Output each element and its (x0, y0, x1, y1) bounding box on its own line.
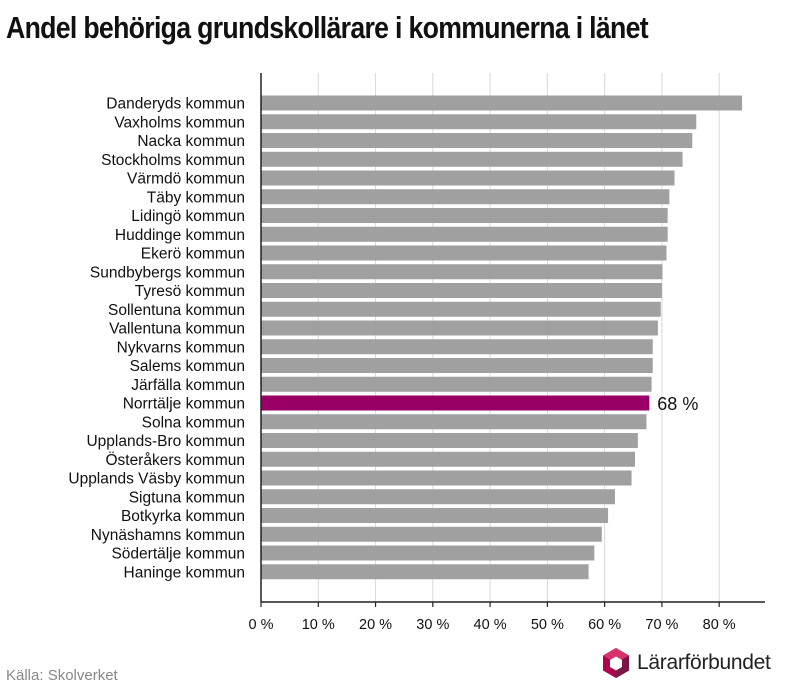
bar (261, 114, 697, 130)
x-tick-label: 70 % (645, 617, 678, 633)
category-label: Lidingö kommun (131, 208, 245, 225)
category-label: Södertälje kommun (111, 546, 245, 563)
category-label: Nynäshamns kommun (91, 527, 245, 544)
bar (261, 489, 615, 505)
category-label: Ekerö kommun (141, 246, 245, 263)
x-tick-label: 30 % (416, 617, 449, 633)
x-tick-label: 80 % (703, 617, 736, 633)
category-label: Vallentuna kommun (109, 321, 245, 338)
x-tick-label: 60 % (588, 617, 621, 633)
bar (261, 376, 652, 392)
category-label: Haninge kommun (124, 564, 245, 581)
data-label: 68 % (657, 394, 698, 414)
brand-logo: Lärarförbundet (601, 647, 771, 679)
category-label: Nykvarns kommun (117, 339, 245, 356)
bar (261, 189, 670, 205)
bar (261, 245, 667, 261)
category-label: Salems kommun (130, 358, 245, 375)
bar (261, 339, 653, 355)
bar (261, 433, 638, 448)
bar (261, 301, 661, 317)
bar (261, 526, 602, 542)
x-tick-label: 50 % (531, 617, 564, 633)
category-label: Sollentuna kommun (108, 302, 245, 319)
logo-text: Lärarförbundet (637, 651, 771, 674)
bar (261, 414, 647, 430)
bar (261, 320, 658, 336)
bar (261, 208, 668, 223)
category-label: Danderyds kommun (106, 96, 245, 113)
category-label: Sigtuna kommun (129, 489, 245, 506)
category-label: Sundbybergs kommun (90, 264, 245, 281)
bar (261, 170, 675, 186)
category-label: Stockholms kommun (101, 152, 245, 169)
bar (261, 508, 609, 523)
category-label: Norrtälje kommun (123, 396, 245, 413)
category-label: Tyresö kommun (135, 283, 245, 300)
category-label: Botkyrka kommun (121, 508, 245, 525)
category-label: Upplands Väsby kommun (68, 471, 245, 488)
bar (261, 264, 663, 280)
bar (261, 358, 653, 373)
category-label: Upplands-Bro kommun (86, 433, 245, 450)
bar (261, 564, 589, 580)
bar (261, 470, 632, 486)
category-label: Österåkers kommun (105, 451, 245, 469)
category-label: Huddinge kommun (115, 227, 245, 244)
category-label: Solna kommun (142, 414, 245, 431)
x-tick-label: 0 % (249, 617, 274, 633)
x-tick-label: 20 % (359, 617, 392, 633)
x-tick-label: 40 % (474, 617, 507, 633)
bar (261, 545, 595, 561)
x-tick-label: 10 % (302, 617, 335, 633)
category-label: Täby kommun (147, 189, 245, 206)
category-label: Värmdö kommun (127, 171, 245, 188)
category-label: Vaxholms kommun (114, 114, 245, 131)
category-label: Järfälla kommun (131, 377, 245, 394)
bar (261, 151, 683, 167)
chart-title: Andel behöriga grundskollärare i kommune… (6, 10, 649, 45)
bar (261, 451, 635, 467)
source-note: Källa: Skolverket (6, 667, 118, 684)
bar-highlighted (261, 395, 650, 411)
bar (261, 226, 668, 242)
hexagon-logo-icon (603, 648, 629, 678)
bar (261, 95, 743, 111)
bar (261, 133, 693, 148)
category-label: Nacka kommun (137, 133, 245, 150)
bar (261, 283, 662, 298)
